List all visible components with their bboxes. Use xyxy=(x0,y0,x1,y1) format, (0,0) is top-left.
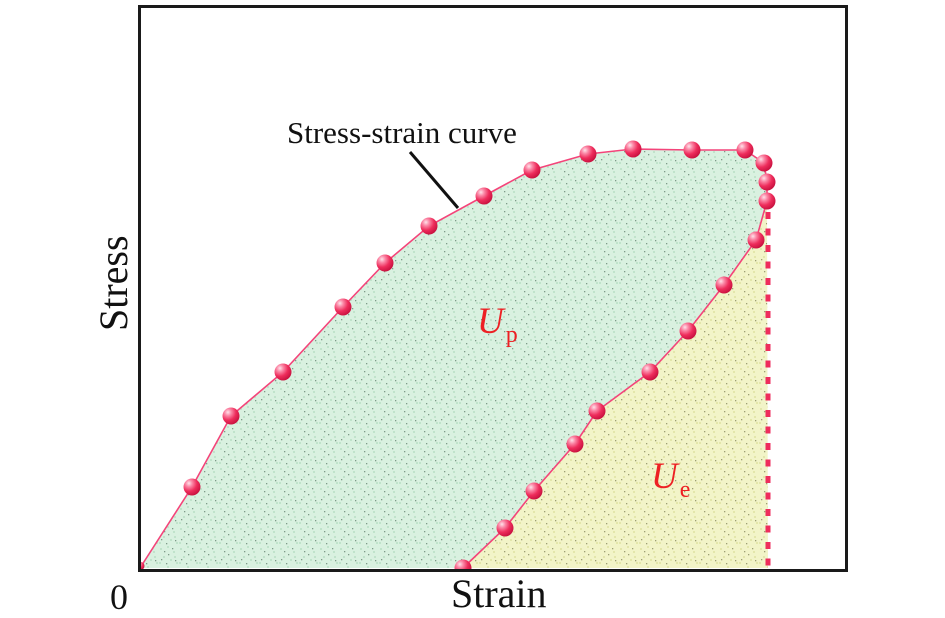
annotation-leader-line xyxy=(408,151,460,209)
plot-frame xyxy=(138,5,848,572)
data-point-marker xyxy=(566,435,584,453)
elastic-energy-label-main: U xyxy=(651,456,678,497)
loading-curve-line xyxy=(139,148,768,569)
data-point-marker xyxy=(523,161,541,179)
data-point-marker xyxy=(496,519,514,537)
plastic-energy-label-main: U xyxy=(477,301,504,342)
elastic-energy-label-subscript: e xyxy=(679,477,691,503)
data-point-marker xyxy=(334,298,352,316)
data-point-marker xyxy=(222,407,240,425)
data-point-marker xyxy=(579,145,597,163)
data-point-marker xyxy=(715,276,733,294)
elastic-energy-label: Ue xyxy=(651,458,690,502)
data-point-marker xyxy=(679,322,697,340)
plot-area xyxy=(138,5,848,572)
plastic-energy-label: Up xyxy=(477,303,518,347)
data-point-marker xyxy=(420,217,438,235)
plastic-energy-region xyxy=(140,149,767,568)
x-axis-label: Strain xyxy=(451,571,547,616)
data-point-marker xyxy=(274,363,292,381)
data-point-marker xyxy=(758,192,776,210)
data-point-marker xyxy=(747,231,765,249)
data-point-marker xyxy=(641,363,659,381)
stress-strain-plot xyxy=(138,5,848,572)
data-point-marker xyxy=(376,254,394,272)
plastic-energy-label-subscript: p xyxy=(505,322,518,348)
unloading-curve-line xyxy=(462,200,768,569)
data-point-marker xyxy=(683,141,701,159)
data-point-marker xyxy=(624,140,642,158)
elastic-energy-region xyxy=(463,201,768,568)
data-point-marker xyxy=(758,173,776,191)
data-point-marker xyxy=(475,187,493,205)
data-point-marker xyxy=(525,482,543,500)
y-axis-label: Stress xyxy=(91,235,136,331)
data-point-marker xyxy=(183,478,201,496)
data-point-marker xyxy=(454,559,472,572)
curve-annotation-label: Stress-strain curve xyxy=(287,115,517,150)
data-point-marker xyxy=(736,141,754,159)
data-point-marker xyxy=(588,402,606,420)
data-point-marker xyxy=(755,154,773,172)
origin-label: 0 xyxy=(110,577,128,617)
